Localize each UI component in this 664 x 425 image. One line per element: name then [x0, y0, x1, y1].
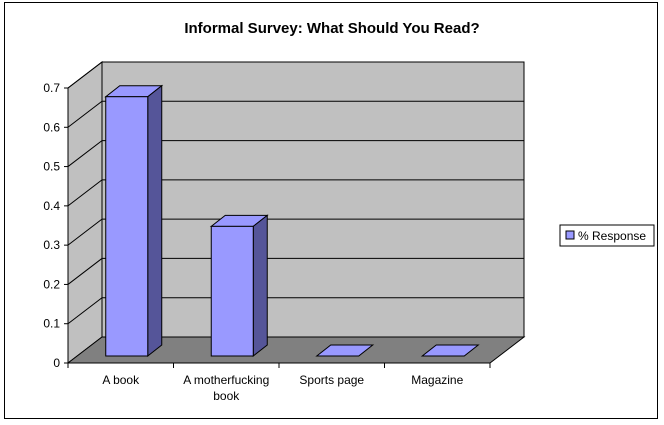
- legend-label: % Response: [578, 229, 646, 243]
- back-wall: [101, 61, 525, 338]
- bar-top: [420, 344, 480, 357]
- y-tick-label: 0.7: [43, 81, 60, 95]
- bar: [209, 214, 269, 358]
- bar-top: [315, 344, 375, 357]
- side-wall: [67, 60, 103, 365]
- chart-walls: [66, 60, 526, 365]
- y-tick-label: 0.2: [43, 277, 60, 291]
- gridline: [67, 100, 524, 128]
- y-tick-label: 0: [53, 356, 60, 370]
- gridlines: [67, 61, 524, 325]
- y-tick-label: 0.1: [43, 317, 60, 331]
- bar-front: [105, 96, 149, 357]
- x-tick-label: A book: [102, 373, 140, 387]
- x-tick-label: Magazine: [411, 373, 463, 387]
- gridline: [67, 297, 524, 325]
- gridline: [67, 179, 524, 207]
- bar-side: [252, 214, 268, 358]
- gridline: [67, 61, 524, 89]
- y-tick-label: 0.5: [43, 160, 60, 174]
- bar-side: [147, 84, 163, 358]
- x-tick-label: book: [213, 389, 240, 403]
- bar: [104, 84, 164, 358]
- x-axis-labels: A book A motherfucking book Sports page Maga…: [67, 363, 491, 403]
- gridline: [67, 140, 524, 167]
- y-tick-label: 0.3: [43, 238, 60, 252]
- legend-box: [559, 224, 655, 247]
- x-tick-label: Sports page: [299, 373, 364, 387]
- legend-swatch: [565, 230, 575, 240]
- bars: [104, 84, 480, 358]
- chart-title: Informal Survey: What Should You Read?: [184, 20, 479, 37]
- y-axis-ticks: 0 0.1 0.2 0.3 0.4 0.5 0.6 0.7: [43, 81, 68, 370]
- y-tick-label: 0.4: [43, 199, 60, 213]
- y-tick-label: 0.6: [43, 120, 60, 134]
- gridline: [67, 218, 524, 246]
- bar-front: [210, 225, 254, 357]
- legend: % Response: [559, 224, 655, 247]
- bar: [315, 344, 375, 357]
- gridline: [67, 257, 524, 285]
- bar: [420, 344, 480, 357]
- x-tick-label: A motherfucking: [183, 373, 269, 387]
